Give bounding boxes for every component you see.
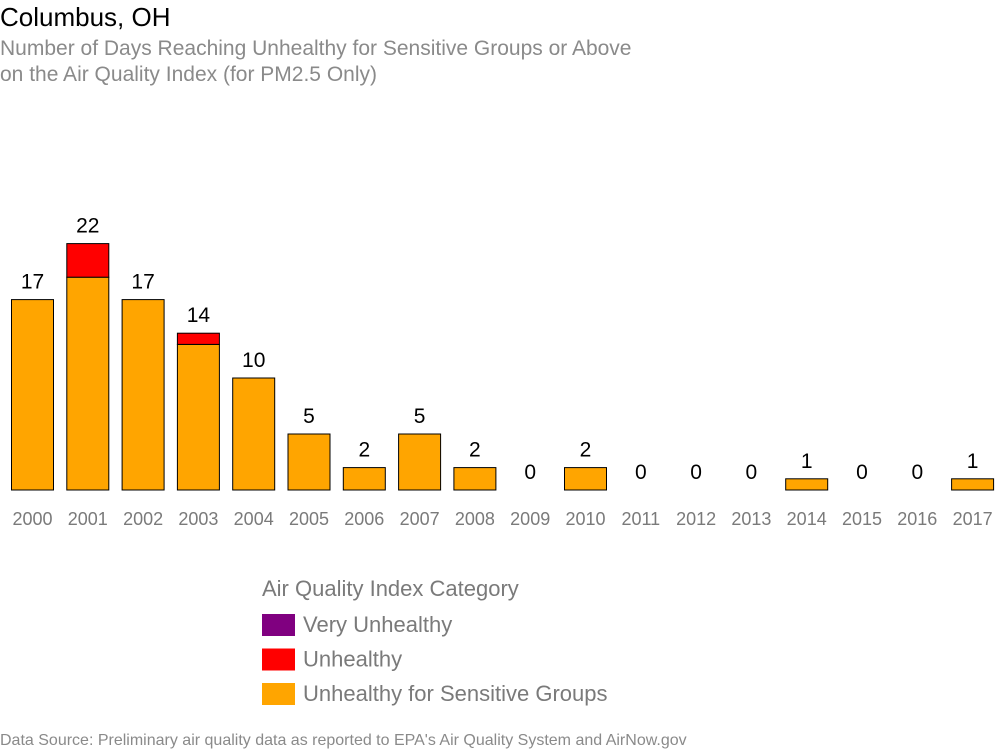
bar-2003-unhealthy-for-sensitive-groups — [176, 343, 220, 491]
bar-value-label-2007: 5 — [414, 405, 426, 428]
x-tick-label-2006: 2006 — [344, 509, 384, 529]
legend: Very Unhealthy Unhealthy Unhealthy for Sen… — [262, 612, 608, 706]
bar-2006-unhealthy-for-sensitive-groups — [342, 467, 386, 491]
bar-2002-unhealthy-for-sensitive-groups — [121, 299, 165, 491]
bar-value-label-2003: 14 — [187, 304, 211, 327]
bars-layer — [11, 243, 995, 491]
bar-value-label-2012: 0 — [690, 461, 702, 484]
bar-value-label-2004: 10 — [242, 349, 265, 372]
bar-value-label-2002: 17 — [131, 271, 154, 294]
bar-2003-unhealthy — [176, 332, 220, 345]
bar-value-label-2000: 17 — [21, 271, 44, 294]
x-tick-label-2016: 2016 — [897, 509, 937, 529]
legend-swatch-unhealthy — [262, 648, 295, 671]
chart-subtitle-line-2: on the Air Quality Index (for PM2.5 Only… — [0, 63, 377, 86]
x-tick-label-2011: 2011 — [621, 509, 660, 529]
bar-2017-unhealthy-for-sensitive-groups — [951, 478, 995, 491]
x-tick-label-2013: 2013 — [731, 509, 771, 529]
bar-value-label-2006: 2 — [358, 439, 370, 462]
legend-swatch-very-unhealthy — [262, 614, 295, 636]
x-tick-label-2007: 2007 — [400, 509, 440, 529]
bar-value-label-2011: 0 — [635, 461, 647, 484]
x-tick-label-2002: 2002 — [123, 509, 163, 529]
bar-value-label-2014: 1 — [801, 450, 813, 473]
bar-value-label-2016: 0 — [911, 461, 923, 484]
legend-label-very-unhealthy: Very Unhealthy — [303, 612, 452, 637]
bar-value-label-2010: 2 — [580, 439, 592, 462]
x-tick-label-2003: 2003 — [178, 509, 218, 529]
legend-title: Air Quality Index Category — [262, 576, 519, 601]
bar-value-label-2009: 0 — [524, 461, 536, 484]
x-tick-label-2009: 2009 — [510, 509, 550, 529]
bar-value-label-2013: 0 — [746, 461, 758, 484]
data-source-caption: Data Source: Preliminary air quality dat… — [0, 732, 687, 749]
bar-value-label-2008: 2 — [469, 439, 481, 462]
legend-swatch-unhealthy-for-sensitive-groups — [262, 683, 295, 705]
bar-2001-unhealthy — [66, 243, 110, 278]
bar-value-label-2005: 5 — [303, 405, 315, 428]
bar-2004-unhealthy-for-sensitive-groups — [232, 377, 276, 491]
x-axis-tick-labels: 2000 2001 2002 2003 2004 2005 2006 2007 2008 2009… — [12, 509, 992, 529]
x-tick-label-2012: 2012 — [676, 509, 716, 529]
x-tick-label-2000: 2000 — [12, 509, 52, 529]
bar-value-label-2017: 1 — [967, 450, 979, 473]
chart-subtitle-line-1: Number of Days Reaching Unhealthy for Se… — [0, 37, 632, 60]
bar-2008-unhealthy-for-sensitive-groups — [453, 467, 497, 491]
bar-2001-unhealthy-for-sensitive-groups — [66, 276, 110, 491]
bar-value-label-2001: 22 — [76, 215, 99, 238]
bar-2007-unhealthy-for-sensitive-groups — [398, 433, 442, 491]
x-tick-label-2005: 2005 — [289, 509, 329, 529]
bar-value-label-2015: 0 — [856, 461, 868, 484]
bar-2005-unhealthy-for-sensitive-groups — [287, 433, 331, 491]
chart-title: Columbus, OH — [0, 2, 171, 32]
x-tick-label-2008: 2008 — [455, 509, 495, 529]
x-tick-label-2017: 2017 — [953, 509, 993, 529]
bar-2014-unhealthy-for-sensitive-groups — [785, 478, 829, 491]
legend-label-unhealthy-for-sensitive-groups: Unhealthy for Sensitive Groups — [303, 681, 608, 706]
x-tick-label-2014: 2014 — [787, 509, 827, 529]
x-tick-label-2010: 2010 — [565, 509, 605, 529]
x-tick-label-2004: 2004 — [234, 509, 274, 529]
x-tick-label-2001: 2001 — [68, 509, 108, 529]
x-tick-label-2015: 2015 — [842, 509, 882, 529]
legend-label-unhealthy: Unhealthy — [303, 647, 402, 672]
bar-2000-unhealthy-for-sensitive-groups — [11, 299, 54, 491]
bar-2010-unhealthy-for-sensitive-groups — [564, 467, 607, 491]
